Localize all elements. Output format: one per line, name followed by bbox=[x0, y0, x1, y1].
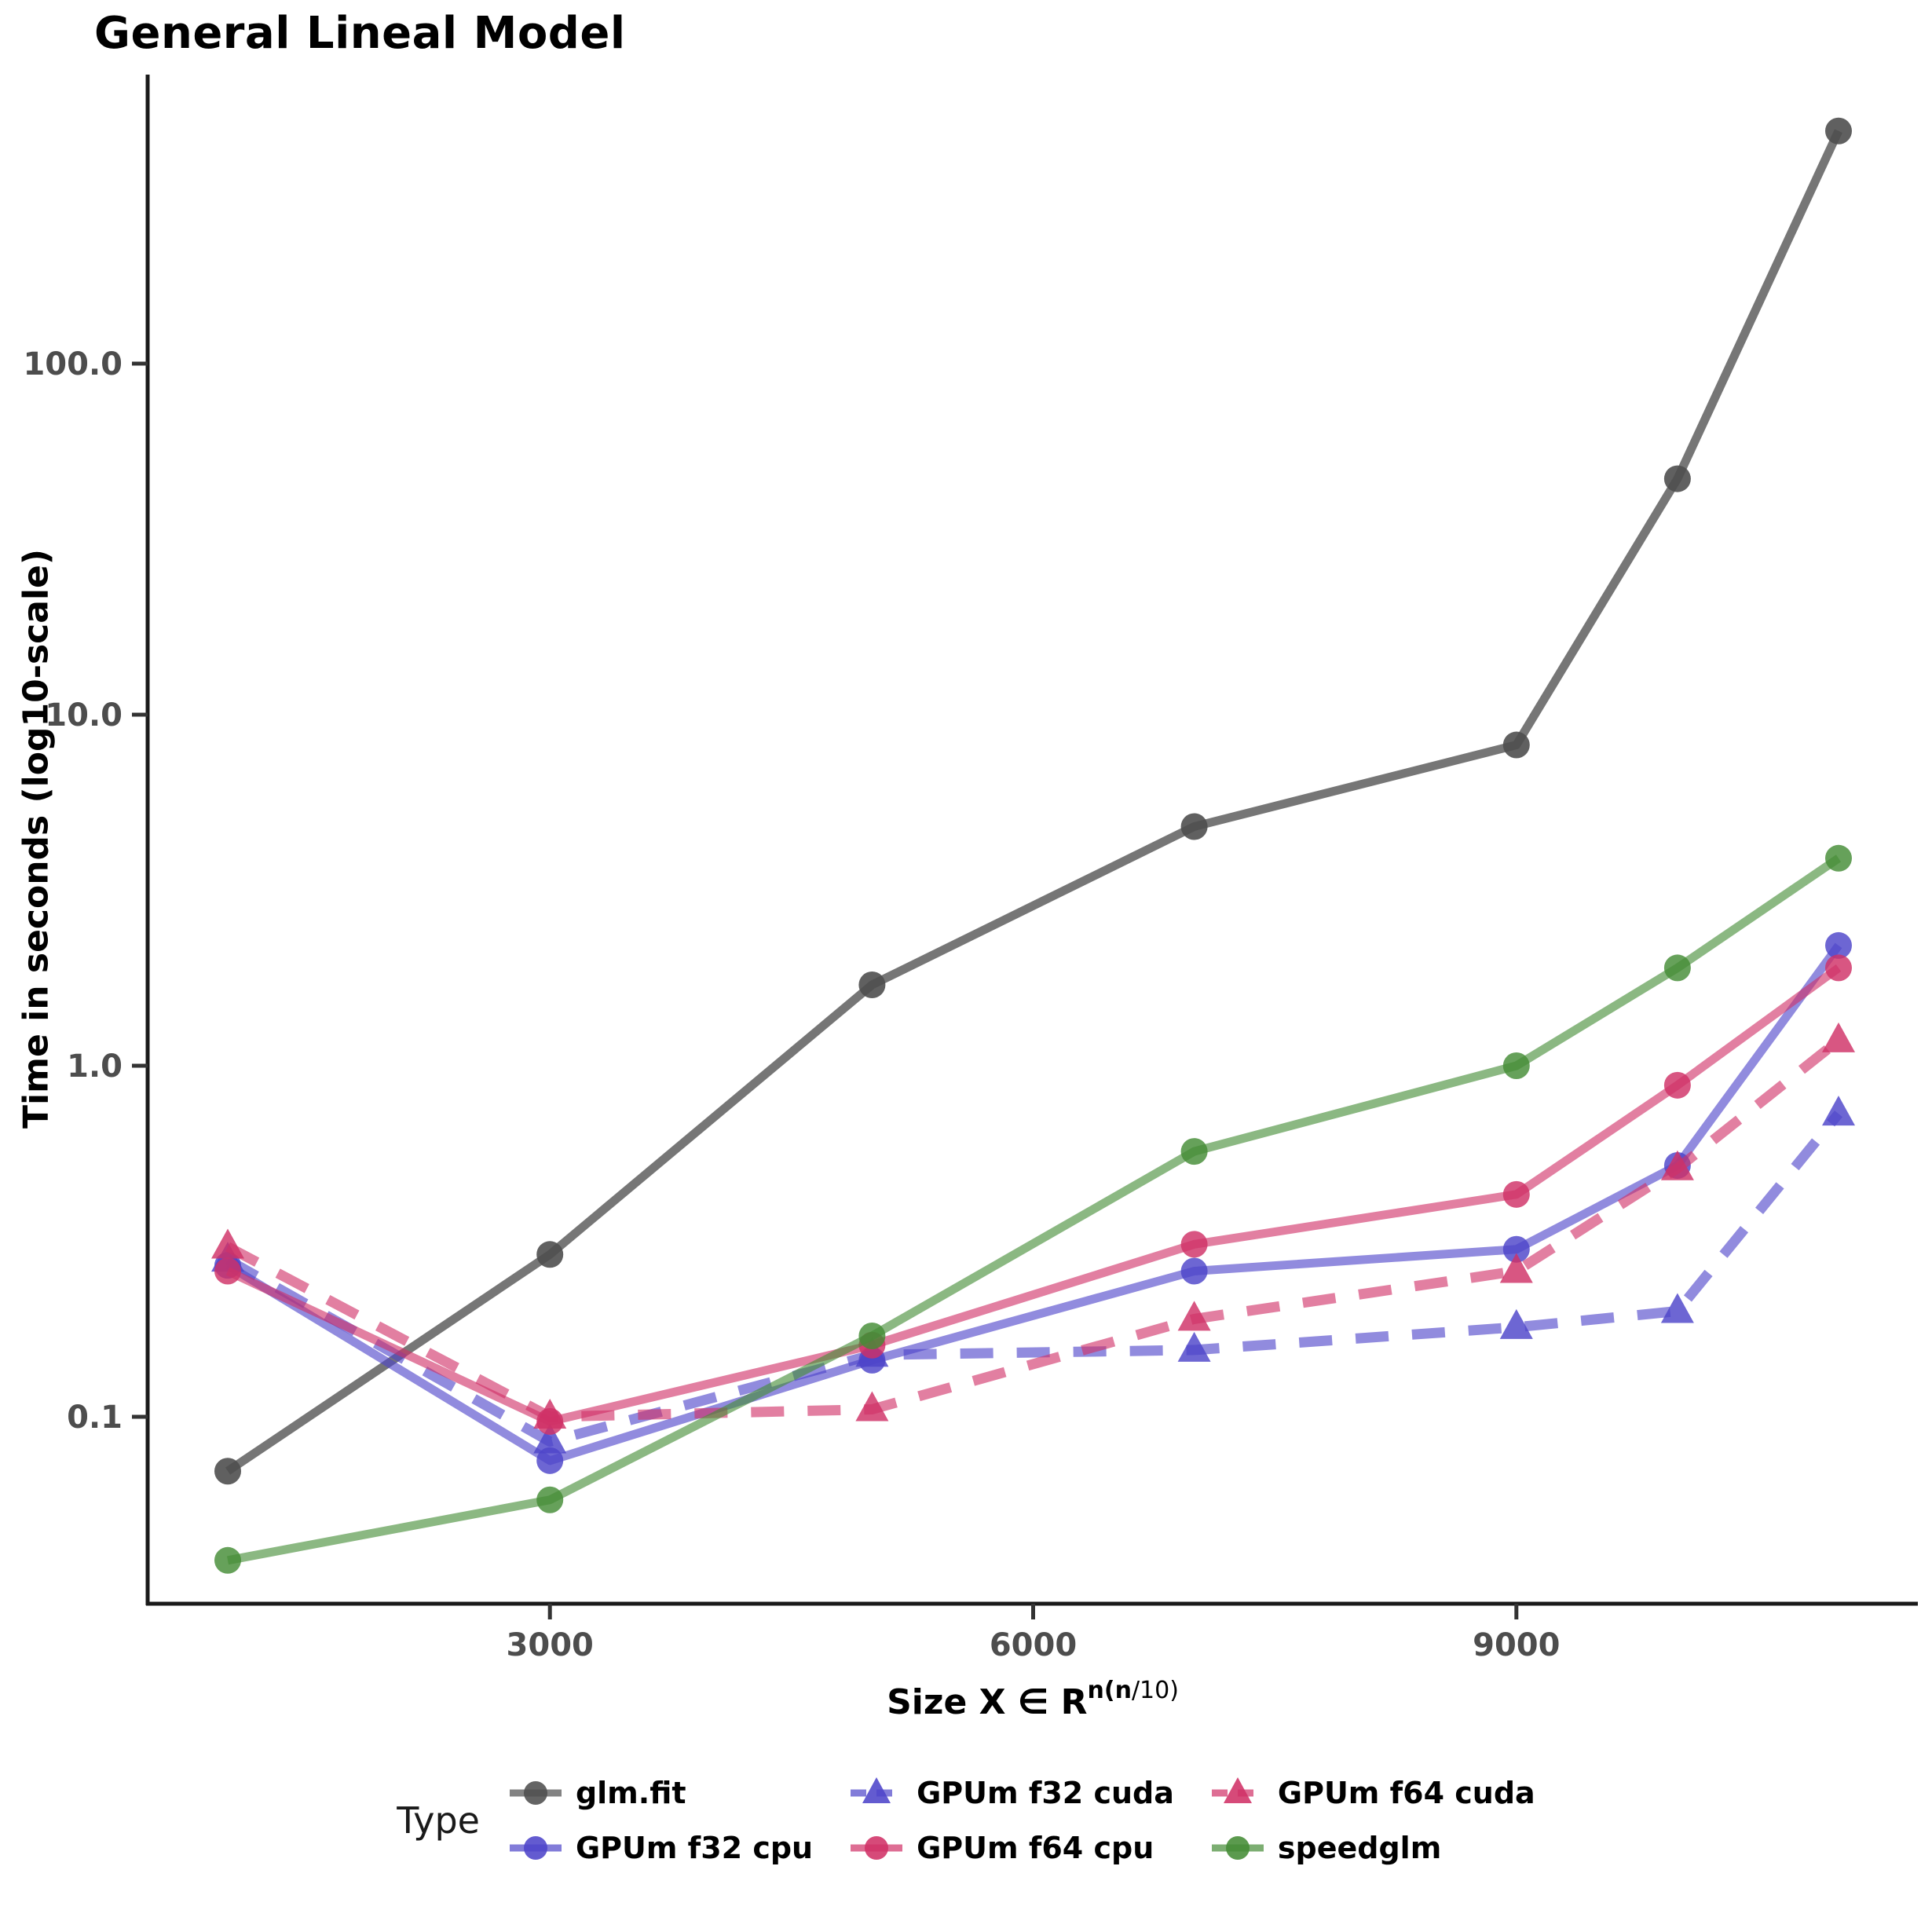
data-point-speedglm-1 bbox=[536, 1486, 564, 1513]
circle-line-key-icon bbox=[851, 1836, 903, 1860]
legend-title: Type bbox=[397, 1799, 480, 1842]
y-tick-label: 100.0 bbox=[23, 346, 123, 382]
data-point-glm-fit-3 bbox=[1180, 813, 1208, 840]
data-point-speedglm-3 bbox=[1180, 1138, 1208, 1165]
data-point-glm-fit-0 bbox=[214, 1458, 241, 1485]
data-point-gpum-f32-cpu-4 bbox=[1502, 1235, 1530, 1263]
data-point-gpum-f64-cuda-2 bbox=[855, 1391, 889, 1422]
data-point-glm-fit-6 bbox=[1825, 117, 1852, 145]
data-point-gpum-f32-cuda-4 bbox=[1499, 1308, 1533, 1339]
legend-item-label: speedglm bbox=[1277, 1831, 1442, 1865]
data-point-gpum-f64-cuda-5 bbox=[1660, 1150, 1694, 1180]
legend-item-gpum-f64-cpu: GPUm f64 cpu bbox=[849, 1828, 1174, 1868]
data-point-gpum-f64-cuda-0 bbox=[211, 1228, 244, 1259]
legend-item-gpum-f32-cpu: GPUm f32 cpu bbox=[508, 1828, 813, 1868]
x-axis-title-base: Size X ∈ R bbox=[887, 1682, 1088, 1722]
data-point-glm-fit-1 bbox=[536, 1241, 564, 1268]
data-point-gpum-f64-cpu-6 bbox=[1825, 954, 1852, 982]
data-point-gpum-f32-cuda-3 bbox=[1177, 1331, 1211, 1362]
data-point-speedglm-5 bbox=[1663, 954, 1691, 982]
x-tick-label: 6000 bbox=[990, 1627, 1077, 1663]
legend-item-label: GPUm f64 cuda bbox=[1277, 1776, 1535, 1810]
data-point-speedglm-2 bbox=[858, 1322, 886, 1349]
data-point-gpum-f32-cpu-3 bbox=[1180, 1257, 1208, 1285]
data-point-gpum-f64-cuda-3 bbox=[1177, 1301, 1211, 1331]
data-point-gpum-f32-cpu-1 bbox=[536, 1447, 564, 1474]
legend-item-label: GPUm f32 cuda bbox=[917, 1776, 1174, 1810]
legend-item-label: GPUm f64 cpu bbox=[917, 1831, 1154, 1865]
y-axis-title: Time in seconds (log10-scale) bbox=[16, 549, 57, 1129]
data-point-speedglm-0 bbox=[214, 1546, 241, 1574]
legend-item-label: GPUm f32 cpu bbox=[575, 1831, 814, 1865]
series-line-gpum-f32-cuda bbox=[225, 1110, 1843, 1447]
x-tick-label: 9000 bbox=[1473, 1627, 1560, 1663]
data-point-speedglm-6 bbox=[1825, 844, 1852, 872]
legend-item-gpum-f32-cuda: GPUm f32 cuda bbox=[849, 1773, 1174, 1813]
data-point-gpum-f64-cuda-4 bbox=[1499, 1253, 1533, 1283]
data-point-glm-fit-2 bbox=[858, 971, 886, 998]
y-tick-label: 0.1 bbox=[67, 1400, 123, 1436]
y-tick-label: 10.0 bbox=[45, 697, 123, 734]
page-title: General Lineal Model bbox=[94, 8, 626, 59]
y-tick-label: 1.0 bbox=[67, 1048, 123, 1085]
data-point-gpum-f64-cuda-6 bbox=[1822, 1022, 1855, 1052]
data-point-gpum-f64-cpu-5 bbox=[1663, 1071, 1691, 1099]
series-line-glm-fit bbox=[225, 129, 1842, 1475]
circle-line-key-icon bbox=[509, 1836, 562, 1860]
data-point-gpum-f64-cpu-4 bbox=[1502, 1180, 1530, 1208]
legend-item-label: glm.fit bbox=[575, 1776, 686, 1810]
triangle-line-key-icon bbox=[1211, 1777, 1264, 1803]
x-axis-title-sup-tail: /10) bbox=[1131, 1677, 1179, 1704]
legend-grid: glm.fit GPUm f32 cpu GPUm f32 cuda GPUm f64… bbox=[508, 1773, 1535, 1868]
data-point-gpum-f32-cpu-6 bbox=[1825, 931, 1852, 959]
data-point-gpum-f32-cuda-5 bbox=[1660, 1293, 1694, 1323]
x-tick-label: 3000 bbox=[507, 1627, 594, 1663]
data-point-gpum-f64-cpu-0 bbox=[214, 1257, 241, 1285]
data-point-gpum-f32-cuda-1 bbox=[533, 1423, 567, 1454]
x-axis-title: Size X ∈ Rn(n/10) bbox=[887, 1677, 1179, 1722]
legend: Type glm.fit GPUm f32 cpu GPUm f32 cuda GPU… bbox=[0, 1773, 1932, 1868]
data-point-gpum-f64-cuda-1 bbox=[533, 1399, 567, 1429]
data-point-gpum-f32-cuda-6 bbox=[1822, 1096, 1855, 1126]
circle-line-key-icon bbox=[1211, 1836, 1264, 1860]
triangle-line-key-icon bbox=[851, 1777, 903, 1803]
data-point-glm-fit-5 bbox=[1663, 465, 1691, 492]
series-line-gpum-f64-cuda bbox=[225, 1036, 1842, 1422]
legend-item-speedglm: speedglm bbox=[1210, 1828, 1535, 1868]
x-axis-title-sup: n(n bbox=[1087, 1677, 1132, 1704]
legend-item-gpum-f64-cuda: GPUm f64 cuda bbox=[1210, 1773, 1535, 1813]
circle-line-key-icon bbox=[509, 1781, 562, 1805]
data-point-glm-fit-4 bbox=[1502, 731, 1530, 759]
legend-item-glm-fit: glm.fit bbox=[508, 1773, 813, 1813]
data-point-speedglm-4 bbox=[1502, 1052, 1530, 1079]
data-point-gpum-f64-cpu-3 bbox=[1180, 1231, 1208, 1258]
